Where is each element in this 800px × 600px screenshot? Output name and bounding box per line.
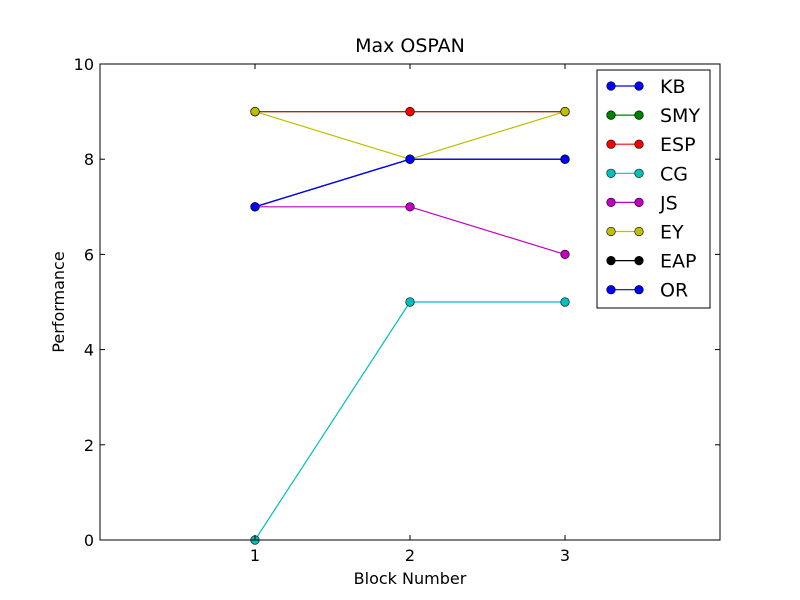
legend-item: OR bbox=[606, 280, 688, 302]
x-tick-label: 2 bbox=[405, 546, 415, 565]
legend-marker bbox=[606, 285, 616, 295]
plot-area: 1 2 3 0 2 4 6 8 10 bbox=[74, 55, 721, 565]
legend-marker bbox=[634, 285, 644, 295]
y-tick-label: 2 bbox=[84, 436, 94, 455]
legend-label: OR bbox=[660, 280, 688, 302]
legend-marker bbox=[606, 139, 616, 149]
legend-item: ESP bbox=[606, 134, 696, 156]
x-axis-title: Block Number bbox=[354, 569, 467, 588]
legend-label: KB bbox=[660, 76, 686, 98]
data-point bbox=[405, 202, 415, 212]
y-tick-label: 0 bbox=[84, 531, 94, 550]
ticks-layer: 1 2 3 0 2 4 6 8 10 bbox=[74, 55, 720, 565]
legend-label: JS bbox=[659, 192, 678, 214]
legend-item: KB bbox=[606, 76, 686, 98]
data-point bbox=[560, 106, 570, 117]
y-tick-label: 6 bbox=[84, 245, 94, 264]
data-point bbox=[405, 106, 415, 117]
data-point bbox=[560, 154, 570, 164]
y-tick-label: 10 bbox=[74, 55, 94, 74]
legend-item: EAP bbox=[606, 251, 696, 273]
legend-item: CG bbox=[606, 163, 688, 185]
data-point bbox=[405, 154, 415, 164]
x-tick-label: 3 bbox=[560, 546, 570, 565]
y-axis-title: Performance bbox=[49, 251, 68, 352]
legend-marker bbox=[634, 139, 644, 149]
legend-label: EY bbox=[660, 222, 684, 244]
legend-label: ESP bbox=[660, 134, 696, 156]
y-tick-label: 4 bbox=[84, 341, 94, 360]
legend-frame bbox=[596, 69, 711, 309]
legend-marker bbox=[606, 226, 616, 237]
legend-item: EY bbox=[606, 222, 684, 244]
y-tick-label: 8 bbox=[84, 150, 94, 169]
legend-marker bbox=[606, 256, 616, 266]
legend-marker bbox=[606, 197, 616, 207]
data-point bbox=[250, 106, 260, 117]
series-layer bbox=[250, 106, 570, 545]
legend-label: EAP bbox=[660, 251, 696, 273]
x-tick-label: 1 bbox=[250, 546, 260, 565]
data-point bbox=[560, 249, 570, 259]
data-point bbox=[405, 297, 415, 307]
series-or bbox=[250, 154, 570, 212]
chart-title: Max OSPAN bbox=[355, 35, 465, 57]
legend-marker bbox=[606, 110, 616, 120]
data-point bbox=[250, 202, 260, 212]
data-point bbox=[560, 297, 570, 307]
legend-marker bbox=[606, 81, 616, 91]
legend-marker bbox=[634, 168, 644, 178]
legend-label: SMY bbox=[660, 105, 700, 127]
legend-item: JS bbox=[606, 192, 678, 214]
legend: KB SMY ESP CG JS EY EAP OR bbox=[596, 69, 711, 309]
series-cg bbox=[250, 297, 570, 545]
legend-label: CG bbox=[660, 163, 688, 185]
legend-marker bbox=[634, 197, 644, 207]
legend-marker bbox=[606, 168, 616, 178]
legend-item: SMY bbox=[606, 105, 700, 127]
legend-marker bbox=[634, 110, 644, 120]
legend-marker bbox=[634, 81, 644, 91]
legend-marker bbox=[634, 256, 644, 266]
legend-marker bbox=[634, 226, 644, 237]
